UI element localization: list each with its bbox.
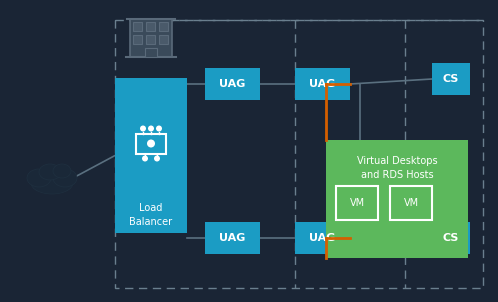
- Ellipse shape: [53, 171, 75, 189]
- Circle shape: [156, 126, 162, 131]
- Bar: [205, 222, 260, 254]
- Ellipse shape: [51, 165, 69, 179]
- Text: CS: CS: [443, 233, 459, 243]
- Bar: [432, 222, 470, 254]
- Bar: [326, 140, 468, 258]
- Ellipse shape: [27, 169, 51, 187]
- Circle shape: [154, 156, 160, 162]
- Ellipse shape: [53, 169, 77, 187]
- Text: VM: VM: [403, 198, 418, 208]
- Text: Virtual Desktops
and RDS Hosts: Virtual Desktops and RDS Hosts: [357, 156, 437, 180]
- Bar: [133, 35, 142, 44]
- Ellipse shape: [53, 164, 71, 178]
- Circle shape: [148, 126, 154, 131]
- Bar: [390, 186, 432, 220]
- Text: UAG: UAG: [309, 233, 336, 243]
- Bar: [159, 22, 168, 31]
- Text: UAG: UAG: [219, 233, 246, 243]
- Bar: [295, 222, 350, 254]
- Bar: [146, 35, 155, 44]
- Ellipse shape: [29, 171, 51, 189]
- Bar: [130, 19, 172, 57]
- Circle shape: [142, 156, 148, 162]
- Bar: [205, 68, 260, 100]
- Bar: [115, 20, 483, 288]
- Ellipse shape: [39, 164, 61, 180]
- Bar: [136, 133, 166, 153]
- Ellipse shape: [33, 174, 71, 194]
- Circle shape: [140, 126, 146, 131]
- Ellipse shape: [31, 172, 73, 194]
- Text: VM: VM: [350, 198, 365, 208]
- Circle shape: [147, 140, 155, 147]
- Ellipse shape: [40, 166, 60, 182]
- Bar: [115, 78, 187, 233]
- Text: UAG: UAG: [219, 79, 246, 89]
- Bar: [159, 35, 168, 44]
- Bar: [295, 68, 350, 100]
- Bar: [146, 22, 155, 31]
- Bar: [133, 22, 142, 31]
- Bar: [145, 48, 157, 57]
- Text: Load
Balancer: Load Balancer: [129, 204, 173, 226]
- Text: CS: CS: [443, 74, 459, 84]
- Bar: [432, 63, 470, 95]
- Bar: [336, 186, 378, 220]
- Text: UAG: UAG: [309, 79, 336, 89]
